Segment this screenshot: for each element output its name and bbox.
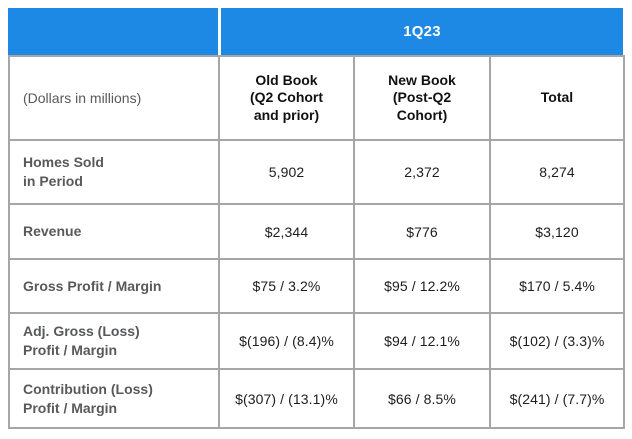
cell-value: $(307) / (13.1)% [218, 368, 355, 429]
cell-value: $66 / 8.5% [353, 368, 491, 429]
table-row-adj-gross-profit: Adj. Gross (Loss) Profit / Margin $(196)… [8, 312, 625, 370]
cell-value: $(241) / (7.7)% [489, 368, 625, 429]
row-label: Gross Profit / Margin [8, 258, 220, 314]
column-header-row: (Dollars in millions) Old Book (Q2 Cohor… [8, 55, 625, 141]
cell-value: 5,902 [218, 139, 355, 205]
cell-value: $94 / 12.1% [353, 312, 491, 370]
column-header-old-book: Old Book (Q2 Cohort and prior) [218, 55, 355, 141]
cell-value: $(102) / (3.3)% [489, 312, 625, 370]
banner-empty-cell [8, 8, 221, 55]
column-header-total: Total [489, 55, 625, 141]
quarter-banner: 1Q23 [8, 8, 623, 55]
column-header-new-book: New Book (Post-Q2 Cohort) [353, 55, 491, 141]
row-label: Homes Sold in Period [8, 139, 220, 205]
table-row-revenue: Revenue $2,344 $776 $3,120 [8, 203, 625, 260]
row-label: Adj. Gross (Loss) Profit / Margin [8, 312, 220, 370]
cell-value: $75 / 3.2% [218, 258, 355, 314]
row-label: Contribution (Loss) Profit / Margin [8, 368, 220, 429]
quarter-header-cell: 1Q23 [221, 8, 623, 55]
cell-value: $776 [353, 203, 491, 260]
units-note: (Dollars in millions) [8, 55, 220, 141]
cell-value: $170 / 5.4% [489, 258, 625, 314]
table-row-homes-sold: Homes Sold in Period 5,902 2,372 8,274 [8, 139, 625, 205]
row-label: Revenue [8, 203, 220, 260]
cell-value: 2,372 [353, 139, 491, 205]
table-row-gross-profit: Gross Profit / Margin $75 / 3.2% $95 / 1… [8, 258, 625, 314]
cell-value: $3,120 [489, 203, 625, 260]
cell-value: 8,274 [489, 139, 625, 205]
table-row-contribution-profit: Contribution (Loss) Profit / Margin $(30… [8, 368, 625, 429]
cell-value: $95 / 12.2% [353, 258, 491, 314]
cohort-data-grid: (Dollars in millions) Old Book (Q2 Cohor… [8, 55, 625, 429]
cell-value: $2,344 [218, 203, 355, 260]
cell-value: $(196) / (8.4)% [218, 312, 355, 370]
quarter-label: 1Q23 [403, 23, 441, 40]
financial-table: 1Q23 (Dollars in millions) Old Book (Q2 … [8, 8, 625, 429]
